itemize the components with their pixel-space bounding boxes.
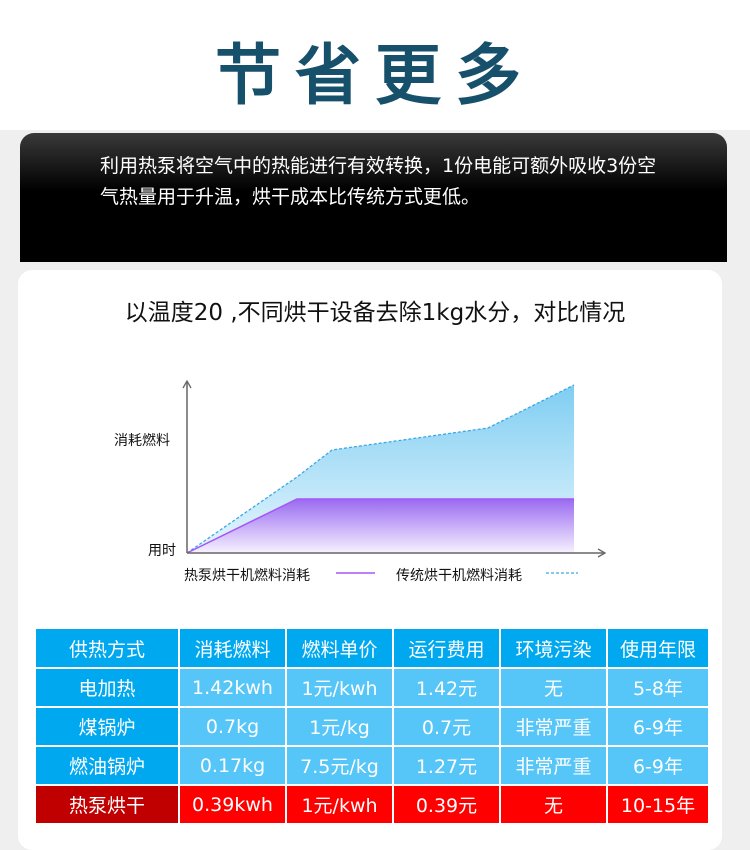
cell: 1元/kwh <box>285 784 394 825</box>
legend-heat-pump: 热泵烘干机燃料消耗 <box>184 568 310 584</box>
cell: 无 <box>499 784 608 825</box>
cell: 1元/kg <box>285 706 394 747</box>
origin-label: 用时 <box>148 543 176 559</box>
description-banner: 利用热泵将空气中的热能进行有效转换，1份电能可额外吸收3份空气热量用于升温，烘干… <box>20 133 727 262</box>
cell: 0.39kwh <box>178 784 287 825</box>
cell: 1.27元 <box>392 745 501 786</box>
heat-pump-area <box>187 499 574 553</box>
cell: 5-8年 <box>606 667 710 708</box>
cell: 电加热 <box>34 667 180 708</box>
banner-text: 利用热泵将空气中的热能进行有效转换，1份电能可额外吸收3份空气热量用于升温，烘干… <box>100 155 657 208</box>
cell: 1.42元 <box>392 667 501 708</box>
traditional-dryer-line <box>186 384 575 554</box>
header-area <box>0 0 750 130</box>
table-row: 燃油锅炉 0.17kg 7.5元/kg 1.27元 非常严重 6-9年 <box>34 745 710 786</box>
cell: 1元/kwh <box>285 667 394 708</box>
chart-subtitle: 以温度20 ,不同烘干设备去除1kg水分，对比情况 <box>124 300 626 326</box>
y-axis-label: 消耗燃料 <box>114 433 170 449</box>
table-row: 电加热 1.42kwh 1元/kwh 1.42元无 5-8年 <box>34 667 710 708</box>
cell: 非常严重 <box>499 745 608 786</box>
header-cell: 运行费用 <box>392 627 501 669</box>
cell: 燃油锅炉 <box>34 745 180 786</box>
cell: 1.42kwh <box>178 667 287 708</box>
cell: 0.7元 <box>392 706 501 747</box>
cell: 0.17kg <box>178 745 287 786</box>
header-cell: 消耗燃料 <box>178 627 287 669</box>
header-cell: 使用年限 <box>606 627 710 669</box>
y-axis-arrow <box>182 379 192 389</box>
cell: 10-15年 <box>606 784 710 825</box>
comparison-table: 供热方式 消耗燃料 燃料单价 运行费用 环境污染 使用年限 电加热 1.42kwh… <box>34 627 710 825</box>
cell: 无 <box>499 667 608 708</box>
x-axis-arrow <box>597 548 607 558</box>
cell: 6-9年 <box>606 745 710 786</box>
table-header-row: 供热方式 消耗燃料 燃料单价 运行费用 环境污染 使用年限 <box>34 627 710 669</box>
header-cell: 供热方式 <box>34 627 180 669</box>
page-title: 节省更多 <box>215 37 535 114</box>
legend-traditional: 传统烘干机燃料消耗 <box>396 568 522 584</box>
cell: 非常严重 <box>499 706 608 747</box>
cell: 热泵烘干 <box>34 784 180 825</box>
table-row: 煤锅炉 0.7kg 1元/kg 0.7元 非常严重 6-9年 <box>34 706 710 747</box>
header-cell: 燃料单价 <box>285 627 394 669</box>
cell: 煤锅炉 <box>34 706 180 747</box>
cell: 6-9年 <box>606 706 710 747</box>
cell: 0.39元 <box>392 784 501 825</box>
cell: 0.7kg <box>178 706 287 747</box>
heat-pump-line <box>186 498 574 554</box>
header-cell: 环境污染 <box>499 627 608 669</box>
table-row-highlight: 热泵烘干 0.39kwh 1元/kwh 0.39元无 10-15年 <box>34 784 710 825</box>
cell: 7.5元/kg <box>285 745 394 786</box>
